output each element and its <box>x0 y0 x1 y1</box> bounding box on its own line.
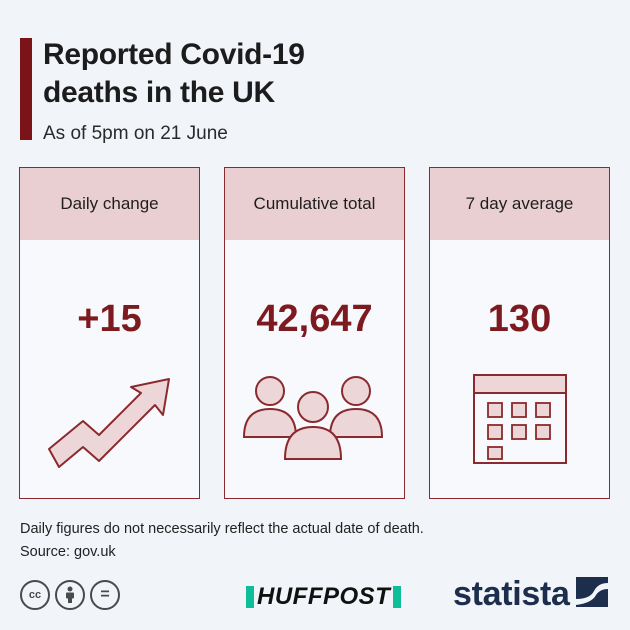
huffpost-wordmark: HUFFPOST <box>257 583 391 610</box>
no-derivatives-icon: = <box>90 580 120 610</box>
card-label: Daily change <box>20 168 199 240</box>
statista-wordmark: statista <box>453 575 570 613</box>
subtitle: As of 5pm on 21 June <box>43 123 228 144</box>
title-line-2: deaths in the UK <box>43 76 275 109</box>
huffpost-bar-left <box>246 586 254 608</box>
huffpost-bar-right <box>393 586 402 608</box>
card-daily-change: Daily change +15 <box>19 167 200 499</box>
card-7-day-average: 7 day average 130 <box>429 167 610 499</box>
people-group-icon <box>225 373 404 483</box>
card-cumulative-total: Cumulative total 42,647 <box>224 167 405 499</box>
cc-icon: cc <box>20 580 50 610</box>
card-value: 130 <box>487 298 552 340</box>
statista-logo: statista <box>453 576 608 612</box>
trend-up-arrow-icon <box>20 373 199 483</box>
attribution-icon <box>55 580 85 610</box>
page-title: Reported Covid-19 deaths in the UK <box>43 36 463 112</box>
card-value: +15 <box>77 298 142 340</box>
license-icons: cc = <box>20 580 120 610</box>
footnote: Daily figures do not necessarily reflect… <box>20 521 424 537</box>
title-accent-bar <box>20 38 32 140</box>
statista-mark-icon <box>575 576 608 612</box>
source-text: Source: gov.uk <box>20 544 116 560</box>
card-value: 42,647 <box>256 298 373 340</box>
title-line-1: Reported Covid-19 <box>43 38 305 71</box>
calendar-icon <box>430 373 609 483</box>
card-label: 7 day average <box>430 168 609 240</box>
card-label: Cumulative total <box>225 168 404 240</box>
huffpost-logo: HUFFPOST <box>246 583 402 610</box>
